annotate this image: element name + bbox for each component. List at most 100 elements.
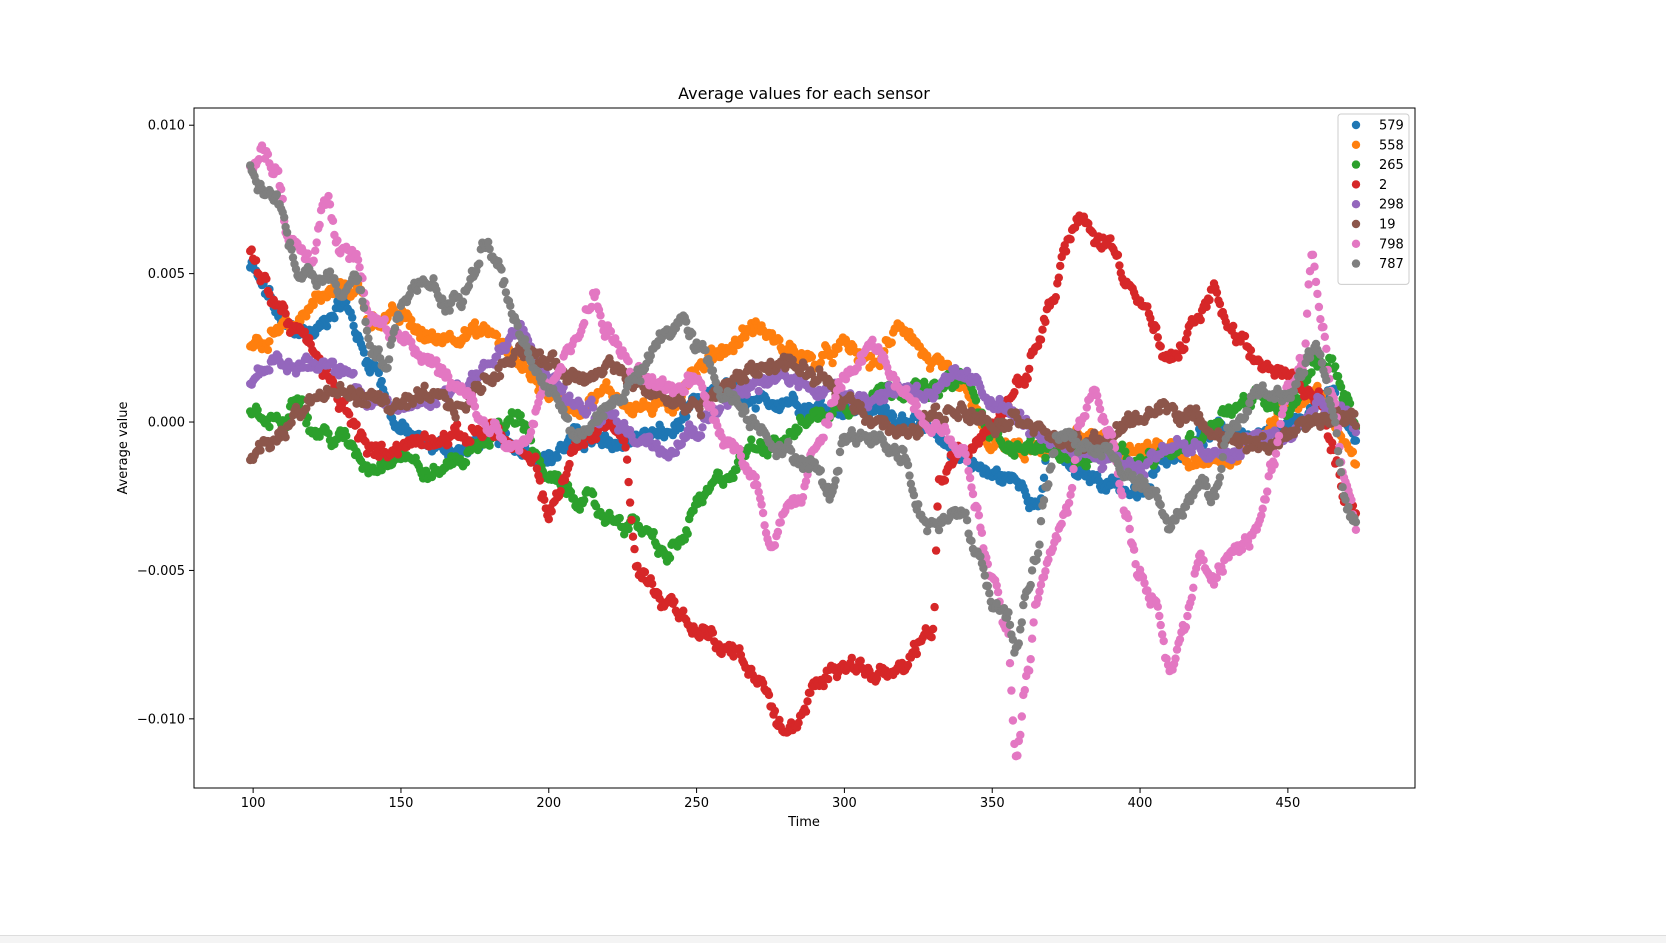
data-point [679,606,688,615]
data-point [478,385,487,394]
data-point [753,480,762,490]
data-point [1351,436,1361,445]
data-point [803,697,812,706]
data-point [807,352,817,362]
data-point [531,452,540,461]
data-point [547,507,556,516]
data-point [498,435,508,444]
data-point [591,502,601,511]
data-point [936,355,945,364]
data-point [775,715,784,725]
data-point [324,191,333,201]
data-point [580,496,589,505]
data-point [333,236,342,245]
data-point [940,415,950,424]
data-point [754,370,763,379]
data-point [420,381,429,390]
data-point [806,688,815,697]
data-point [1082,462,1092,471]
data-point [866,351,876,361]
data-point [1307,368,1316,377]
data-point [1106,234,1115,243]
data-point [912,381,921,390]
data-point [591,288,601,297]
data-point [349,321,358,331]
data-point [735,444,744,454]
data-point [416,395,425,405]
data-point [382,397,391,406]
data-point [588,403,598,412]
data-point [837,383,846,392]
data-point [1036,335,1046,344]
data-point [322,322,332,331]
data-point [352,420,361,429]
data-point [708,628,718,637]
data-point [754,487,763,497]
data-point [758,508,768,518]
data-point [794,718,803,727]
data-point [1020,455,1029,464]
data-point [751,472,760,482]
data-point [597,440,607,450]
data-point [512,419,521,428]
data-point [566,347,576,356]
data-point [1348,447,1358,456]
data-point [930,602,939,612]
data-point [824,420,833,429]
data-point [965,473,975,483]
data-point [302,312,311,321]
data-point [868,335,877,344]
data-point [856,656,865,665]
data-point [602,378,611,387]
data-point [1351,421,1361,430]
data-point [627,515,636,525]
data-point [630,544,639,554]
data-point [1351,428,1361,437]
data-point [1212,288,1222,297]
data-point [931,546,941,555]
data-point [355,263,364,272]
data-point [928,624,938,634]
data-point [309,256,318,265]
data-point [492,331,502,340]
data-point [698,383,707,392]
data-point [1156,342,1165,351]
data-point [917,412,926,421]
data-point [1118,440,1127,449]
data-point [801,477,811,486]
data-point [544,515,553,524]
data-point [466,437,475,446]
data-point [451,413,460,422]
data-point [760,521,769,530]
data-point [374,368,383,378]
data-point [1115,261,1124,270]
data-point [328,216,338,225]
data-point [516,411,525,420]
data-point [964,466,973,476]
data-point [345,410,354,419]
data-point [526,427,536,436]
data-point [1215,418,1225,427]
data-point [549,349,558,358]
data-point [995,394,1004,404]
data-point [794,425,803,434]
data-point [1174,353,1183,362]
x-axis-label: Time [787,815,820,830]
data-point [729,346,738,356]
data-point [606,327,616,336]
data-point [727,381,737,390]
data-point [1041,317,1050,327]
data-point [312,238,321,247]
data-point [575,505,584,514]
data-point [470,402,480,411]
data-point [961,450,970,459]
data-point [880,396,889,405]
data-point [825,412,834,421]
data-point [707,401,716,410]
data-point [587,302,596,312]
data-point [432,356,441,365]
data-point [816,358,825,367]
data-point [432,400,441,409]
data-point [954,413,963,423]
data-point [1316,422,1325,431]
